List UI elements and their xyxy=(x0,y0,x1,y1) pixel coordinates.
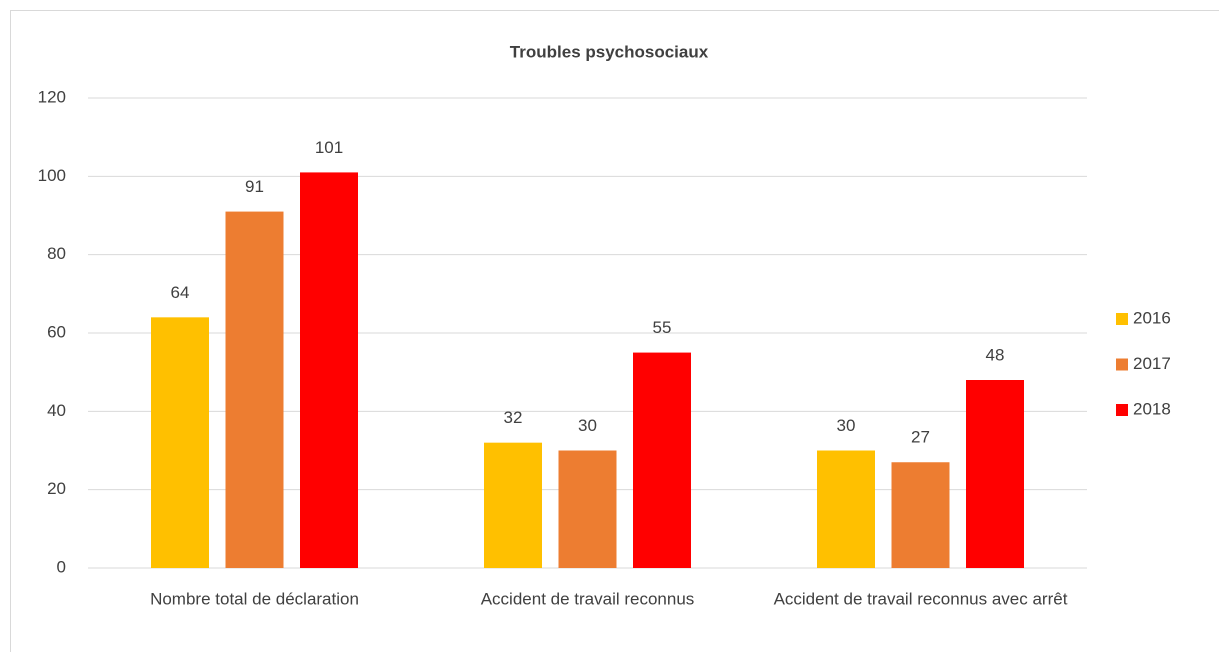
bar xyxy=(817,450,875,568)
bar xyxy=(558,450,617,568)
data-label: 30 xyxy=(837,416,856,435)
y-tick-label: 0 xyxy=(57,557,66,576)
x-tick-label: Nombre total de déclaration xyxy=(150,589,359,608)
data-label: 48 xyxy=(986,345,1005,364)
y-tick-label: 80 xyxy=(47,244,66,263)
legend-label: 2017 xyxy=(1133,354,1171,373)
y-tick-label: 40 xyxy=(47,401,66,420)
legend-label: 2018 xyxy=(1133,399,1171,418)
y-tick-label: 120 xyxy=(38,87,66,106)
data-label: 64 xyxy=(171,283,190,302)
data-label: 101 xyxy=(315,138,343,157)
data-label: 30 xyxy=(578,416,597,435)
legend-swatch xyxy=(1116,313,1128,325)
bar xyxy=(484,442,542,568)
legend-swatch xyxy=(1116,358,1128,371)
data-label: 32 xyxy=(504,408,523,427)
data-label: 91 xyxy=(245,177,264,196)
data-label: 27 xyxy=(911,428,930,447)
legend-label: 2016 xyxy=(1133,308,1171,327)
bar xyxy=(225,211,284,569)
bar xyxy=(891,462,950,568)
legend-swatch xyxy=(1116,404,1128,416)
y-tick-label: 100 xyxy=(38,166,66,185)
x-tick-label: Accident de travail reconnus avec arrêt xyxy=(774,589,1068,608)
y-tick-label: 20 xyxy=(47,479,66,498)
data-label: 55 xyxy=(653,318,672,337)
x-tick-label: Accident de travail reconnus xyxy=(481,589,695,608)
bar xyxy=(633,352,691,568)
bar xyxy=(300,172,358,568)
chart-title: Troubles psychosociaux xyxy=(510,42,709,61)
bar xyxy=(966,380,1024,568)
bar xyxy=(151,317,209,568)
y-tick-label: 60 xyxy=(47,322,66,341)
